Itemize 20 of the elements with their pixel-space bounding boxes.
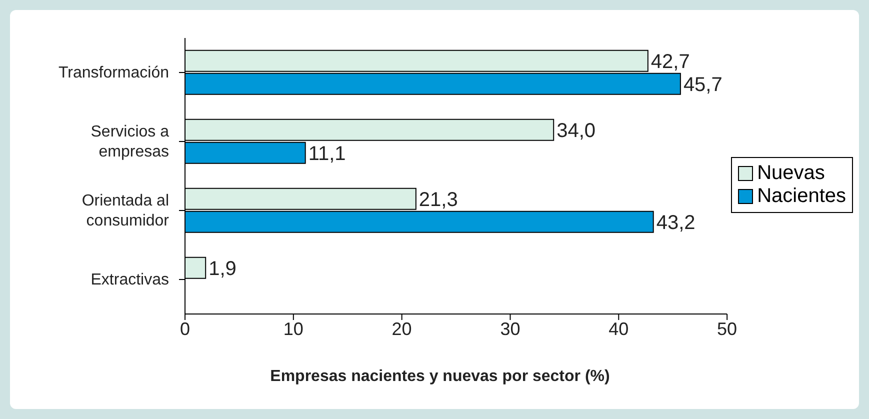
legend-label: Nacientes <box>757 185 846 208</box>
data-label: 21,3 <box>418 188 458 211</box>
data-label: 42,7 <box>650 50 690 73</box>
x-tick-label: 0 <box>180 318 190 339</box>
y-tick-label: Extractivas <box>90 272 169 288</box>
x-axis-title: Empresas nacientes y nuevas por sector (%) <box>269 368 611 386</box>
data-label: 1,9 <box>208 258 236 280</box>
data-label: 11,1 <box>308 142 346 165</box>
x-tick-label: 50 <box>717 318 738 339</box>
data-label: 43,2 <box>656 212 696 234</box>
x-tick-label: 40 <box>608 318 629 339</box>
x-tick-label: 20 <box>392 318 412 339</box>
data-label: 45,7 <box>683 74 722 96</box>
y-tick-label: Orientada al consumidor <box>82 192 170 230</box>
x-tick-label: 10 <box>283 318 304 339</box>
x-tick-label: 30 <box>500 318 520 339</box>
y-tick-label: Transformación <box>58 64 169 82</box>
legend-label: Nuevas <box>757 162 825 185</box>
data-label: 34,0 <box>556 120 596 142</box>
y-tick-label: Servicios a empresas <box>90 124 170 160</box>
